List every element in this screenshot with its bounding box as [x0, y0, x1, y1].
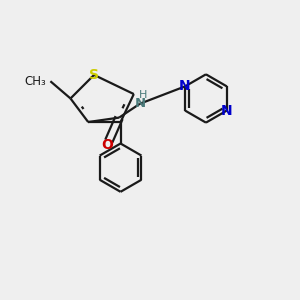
Text: N: N [221, 103, 233, 118]
Text: CH₃: CH₃ [24, 75, 46, 88]
Text: S: S [89, 68, 99, 82]
Text: O: O [101, 138, 113, 152]
Text: N: N [179, 80, 191, 93]
Text: N: N [134, 97, 146, 110]
Text: H: H [139, 91, 148, 100]
